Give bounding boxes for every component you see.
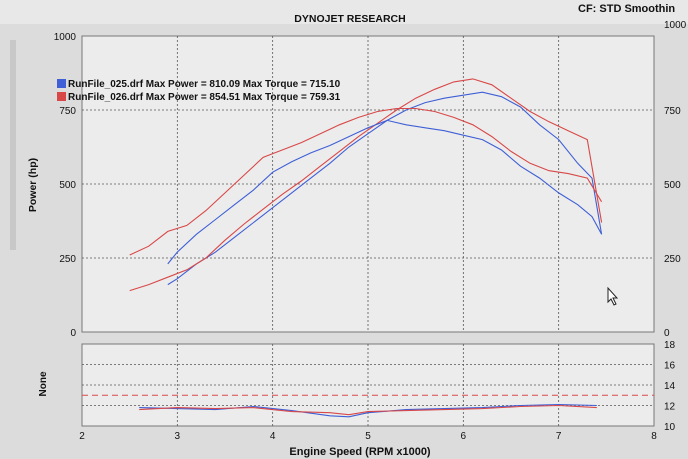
afr-line-run-026 [139, 404, 597, 416]
legend-entry-run-025: RunFile_025.drf Max Power = 810.09 Max T… [68, 79, 341, 90]
power-tick-label: 500 [59, 180, 76, 191]
afr-tick-label: 12 [664, 402, 676, 413]
rpm-tick-label: 7 [556, 431, 562, 442]
power-chart-series [129, 78, 603, 292]
series-line-run-025-torque [167, 119, 603, 265]
torque-tick-label: 750 [664, 106, 681, 117]
power-tick-label: 750 [59, 106, 76, 117]
afr-right-axis: 10 12 14 16 18 [664, 340, 676, 433]
series-line-run-026-power [129, 78, 603, 292]
torque-tick-label: 500 [664, 180, 681, 191]
legend-entry-run-026: RunFile_026.drf Max Power = 854.51 Max T… [68, 92, 341, 103]
afr-tick-label: 14 [664, 381, 676, 392]
rpm-tick-label: 8 [651, 431, 657, 442]
afr-tick-label: 18 [664, 340, 676, 351]
rpm-tick-label: 4 [270, 431, 276, 442]
mouse-cursor-icon [607, 286, 619, 306]
rpm-tick-label: 3 [175, 431, 181, 442]
rpm-tick-label: 5 [365, 431, 371, 442]
power-left-axis: 0 250 500 750 1000 [54, 32, 77, 339]
rpm-tick-label: 2 [79, 431, 85, 442]
rpm-axis-label: Engine Speed (RPM x1000) [289, 446, 431, 458]
afr-line-run-025 [139, 403, 597, 418]
series-line-run-026-torque [129, 107, 603, 256]
header-title: DYNOJET RESEARCH [294, 13, 405, 25]
afr-tick-label: 16 [664, 361, 676, 372]
rpm-axis-ticks: 2 3 4 5 6 7 8 [79, 431, 657, 442]
afr-chart-series [82, 394, 654, 418]
power-chart-grid [82, 36, 654, 332]
legend-swatch-run-025 [57, 79, 66, 88]
power-axis-label: Power (hp) [27, 158, 39, 212]
scrollbar[interactable] [10, 40, 16, 250]
torque-tick-label: 0 [664, 328, 670, 339]
afr-tick-label: 10 [664, 422, 676, 433]
power-tick-label: 1000 [54, 32, 77, 43]
status-text: CF: STD Smoothin [578, 3, 675, 15]
power-tick-label: 0 [70, 328, 76, 339]
torque-tick-label: 250 [664, 254, 681, 265]
afr-chart-grid [82, 344, 654, 426]
torque-tick-label: 1000 [664, 20, 687, 31]
rpm-tick-label: 6 [461, 431, 467, 442]
header-bar [0, 0, 688, 24]
legend-swatch-run-026 [57, 92, 66, 101]
legend: RunFile_025.drf Max Power = 810.09 Max T… [57, 79, 341, 103]
power-tick-label: 250 [59, 254, 76, 265]
power-right-axis: 0 250 500 750 1000 [664, 20, 687, 339]
afr-axis-label: None [38, 371, 49, 396]
